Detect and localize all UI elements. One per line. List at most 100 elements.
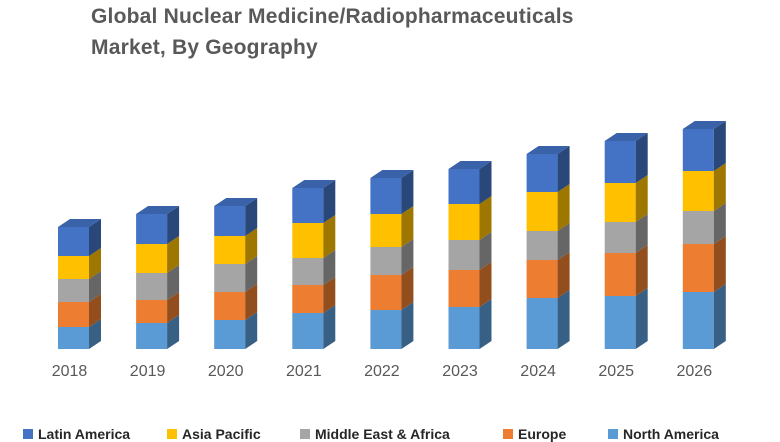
segment-front — [292, 285, 324, 313]
segment-side — [713, 284, 726, 349]
segment-side — [323, 250, 336, 285]
segment-front — [448, 204, 480, 240]
segment-front — [214, 320, 246, 349]
legend-label: North America — [623, 426, 719, 442]
x-axis-label-2023: 2023 — [442, 363, 478, 380]
legend-swatch-icon — [23, 429, 33, 439]
segment-side — [245, 312, 258, 349]
segment-front — [292, 258, 324, 285]
segment-side — [89, 219, 101, 256]
segment-side — [323, 215, 336, 258]
segment-side — [89, 271, 101, 302]
segment-side — [713, 203, 726, 244]
segment-side — [479, 232, 492, 270]
segment-front — [370, 310, 402, 349]
chart-title: Global Nuclear Medicine/Radiopharmaceuti… — [91, 1, 574, 63]
segment-front — [292, 223, 324, 258]
segment-side — [479, 196, 492, 240]
segment-side — [557, 146, 570, 192]
segment-top — [292, 180, 336, 188]
segment-top — [448, 161, 492, 169]
segment-front — [58, 256, 89, 279]
legend-swatch-icon — [608, 429, 618, 439]
x-axis-label-2019: 2019 — [129, 363, 166, 380]
segment-front — [214, 236, 246, 264]
segment-front — [292, 313, 324, 349]
segment-side — [635, 133, 648, 183]
segment-side — [401, 206, 414, 247]
bar-2021 — [292, 180, 336, 349]
segment-side — [323, 305, 336, 349]
segment-front — [58, 279, 89, 302]
legend-label: Middle East & Africa — [315, 426, 450, 442]
segment-side — [245, 256, 258, 292]
segment-front — [370, 247, 402, 275]
segment-front — [682, 244, 714, 292]
segment-side — [635, 214, 648, 253]
segment-front — [526, 154, 558, 192]
segment-front — [370, 214, 402, 247]
bar-2023 — [448, 161, 492, 349]
segment-front — [448, 169, 480, 204]
segment-side — [479, 161, 492, 204]
segment-side — [245, 284, 258, 320]
segment-front — [448, 240, 480, 270]
legend-swatch-icon — [503, 429, 513, 439]
segment-side — [89, 294, 101, 327]
legend-item-north-america: North America — [608, 426, 719, 442]
chart-title-line2: Market, By Geography — [91, 36, 318, 59]
segment-side — [323, 277, 336, 313]
legend-item-asia-pacific: Asia Pacific — [167, 426, 261, 442]
segment-front — [58, 327, 89, 349]
bar-2020 — [214, 198, 258, 349]
bar-2026 — [682, 121, 726, 349]
segment-front — [604, 253, 636, 296]
segment-side — [635, 175, 648, 222]
x-axis-label-2020: 2020 — [207, 363, 244, 380]
x-axis-label-2022: 2022 — [364, 363, 400, 380]
segment-front — [526, 192, 558, 231]
bar-2019 — [136, 206, 180, 349]
segment-side — [89, 248, 101, 279]
segment-front — [214, 264, 246, 292]
bar-2024 — [526, 146, 570, 349]
legend-swatch-icon — [300, 429, 310, 439]
segment-side — [245, 228, 258, 264]
segment-front — [604, 222, 636, 253]
x-axis-label-2026: 2026 — [676, 363, 713, 380]
legend-label: Asia Pacific — [182, 426, 261, 442]
segment-side — [401, 267, 414, 310]
segment-front — [682, 129, 714, 171]
segment-front — [682, 211, 714, 244]
segment-top — [604, 133, 648, 141]
segment-front — [604, 296, 636, 349]
segment-side — [323, 180, 336, 223]
segment-side — [557, 290, 570, 349]
bar-2022 — [370, 170, 414, 349]
segment-side — [557, 252, 570, 298]
segment-front — [370, 275, 402, 310]
segment-front — [448, 307, 480, 349]
segment-side — [401, 170, 414, 214]
segment-side — [401, 302, 414, 349]
segment-side — [713, 121, 726, 171]
x-axis-label-2021: 2021 — [286, 363, 322, 380]
legend-item-europe: Europe — [503, 426, 566, 442]
segment-front — [604, 141, 636, 183]
segment-front — [214, 292, 246, 320]
segment-side — [167, 265, 180, 300]
segment-top — [58, 219, 101, 227]
segment-top — [136, 206, 180, 214]
segment-side — [713, 236, 726, 292]
segment-side — [245, 198, 258, 236]
bar-2025 — [604, 133, 648, 349]
segment-front — [526, 260, 558, 298]
segment-side — [167, 206, 180, 244]
legend-swatch-icon — [167, 429, 177, 439]
segment-side — [557, 223, 570, 260]
segment-front — [136, 300, 168, 323]
segment-front — [136, 244, 168, 273]
segment-top — [682, 121, 726, 129]
segment-side — [557, 184, 570, 231]
